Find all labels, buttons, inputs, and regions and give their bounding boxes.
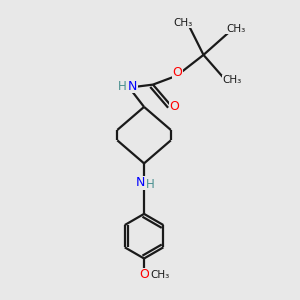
Text: H: H — [118, 80, 127, 93]
Text: O: O — [139, 268, 149, 281]
Text: CH₃: CH₃ — [226, 24, 245, 34]
Text: N: N — [128, 80, 137, 93]
Text: O: O — [169, 100, 179, 113]
Text: O: O — [172, 66, 182, 79]
Text: CH₃: CH₃ — [174, 18, 193, 28]
Text: H: H — [146, 178, 155, 191]
Text: N: N — [136, 176, 145, 189]
Text: CH₃: CH₃ — [150, 270, 169, 280]
Text: CH₃: CH₃ — [222, 75, 242, 85]
